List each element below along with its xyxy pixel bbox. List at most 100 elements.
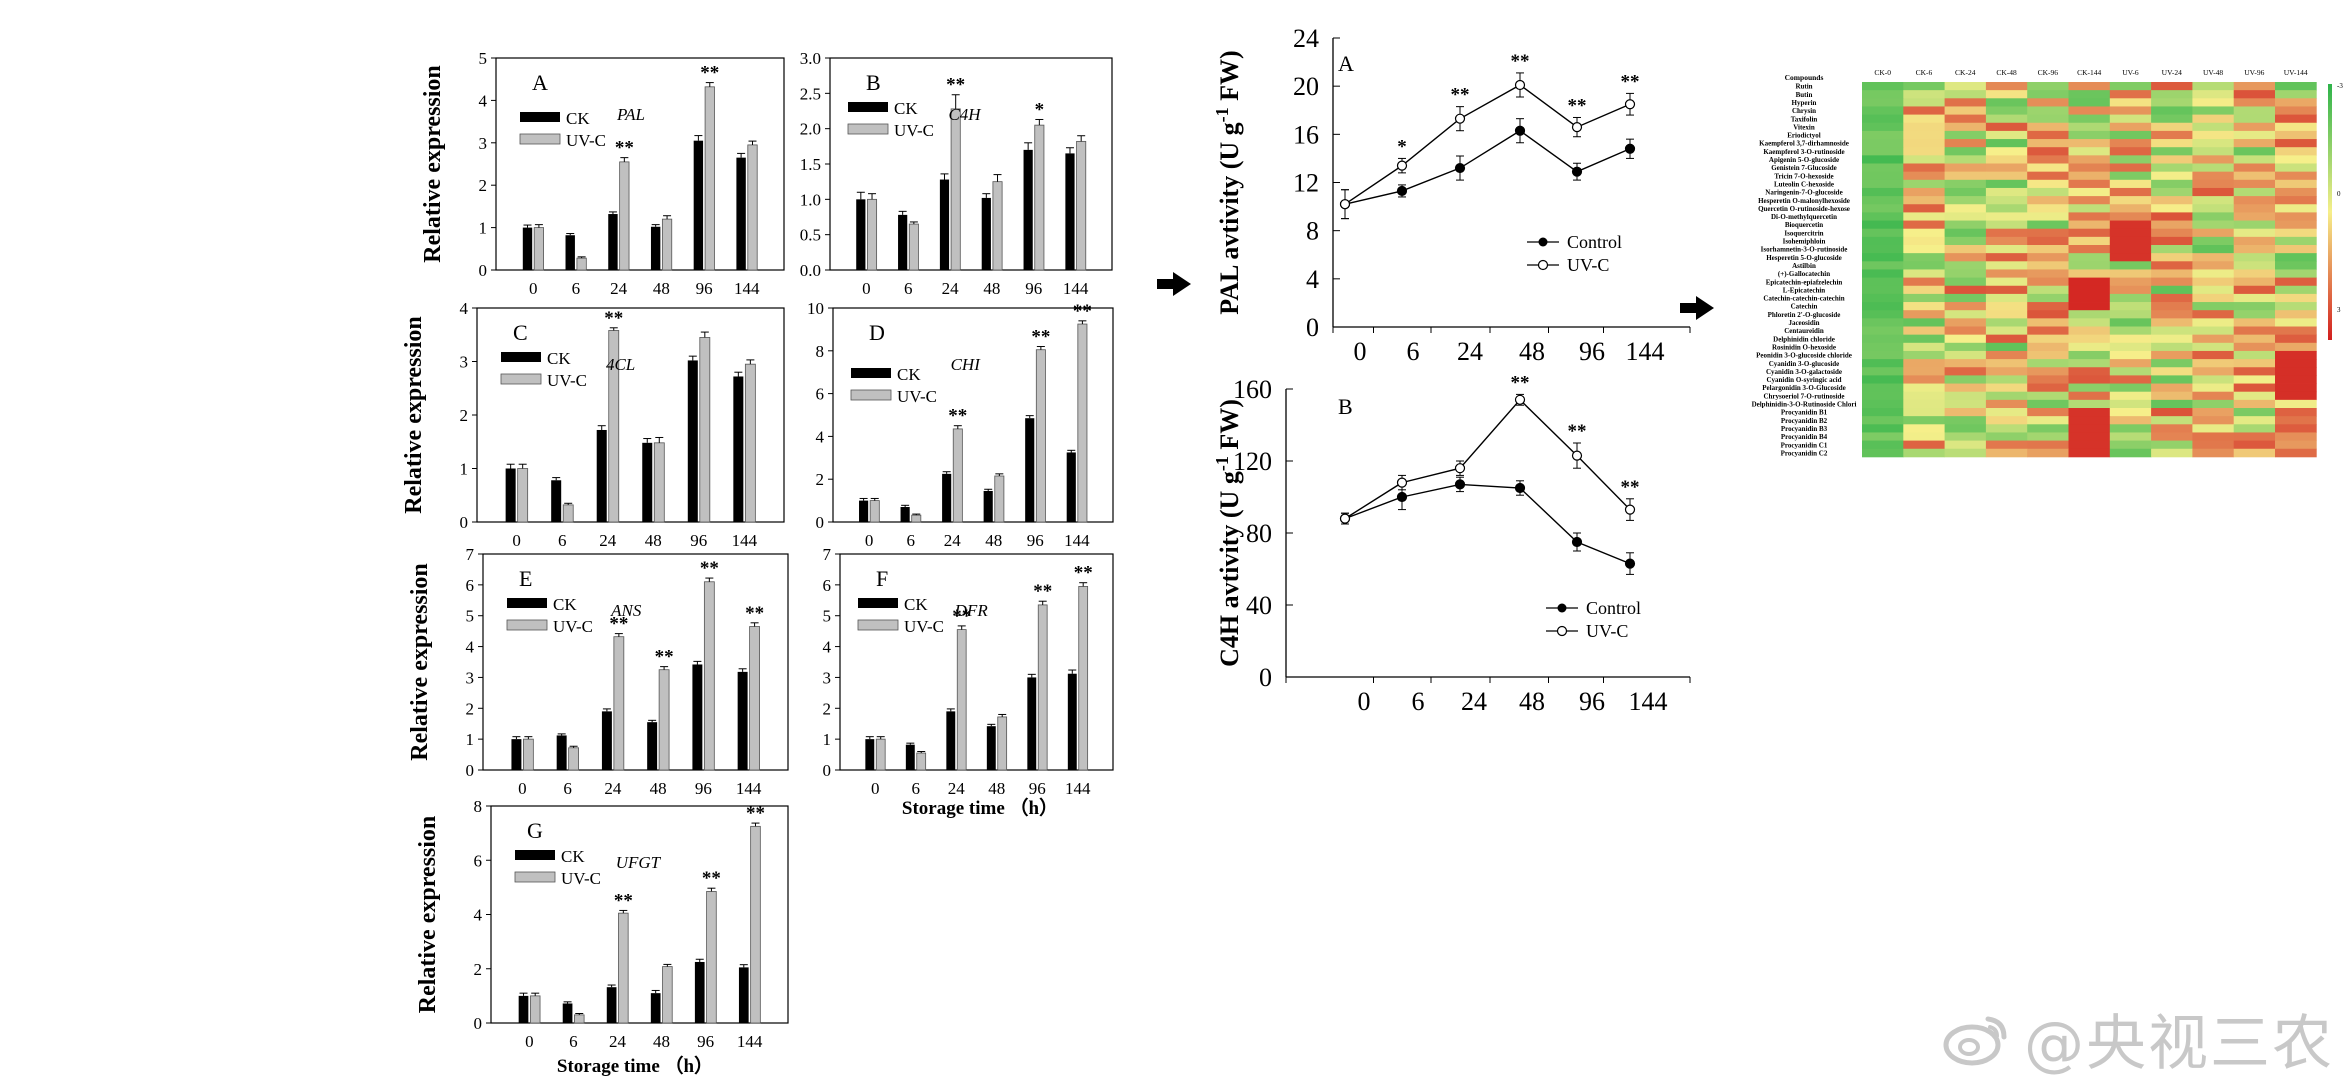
x-tick-label: 48 xyxy=(653,279,670,298)
heatmap-row-label: Butin xyxy=(1796,91,1813,99)
heatmap-cell xyxy=(2192,187,2235,197)
heatmap-cell xyxy=(2068,375,2111,384)
heatmap-cell xyxy=(2151,220,2193,230)
bar-uvc xyxy=(662,966,673,1024)
data-point-control xyxy=(1396,491,1408,503)
bar-uvc xyxy=(747,144,758,271)
heatmap-row-label: Pelargonidin 3-O-Glucoside xyxy=(1762,384,1845,392)
heatmap-cell xyxy=(1985,155,2028,164)
heatmap-cell xyxy=(2192,261,2235,270)
heatmap-row-label: Isorhamnetin-3-O-rutinoside xyxy=(1761,246,1848,254)
heatmap-cell xyxy=(1903,391,1945,401)
heatmap-cell xyxy=(1944,448,1987,458)
heatmap-cell xyxy=(2233,90,2276,99)
heatmap-cell xyxy=(2109,416,2152,425)
heatmap-cell xyxy=(2027,285,2069,295)
heatmap-cell xyxy=(1985,261,2028,270)
heatmap-cell xyxy=(1862,424,1904,433)
heatmap-cell xyxy=(2151,277,2193,287)
heatmap-cell xyxy=(1985,179,2028,189)
heatmap-cell xyxy=(1903,416,1945,425)
legend-label-uvc: UV-C xyxy=(897,387,937,406)
heatmap-cell xyxy=(1944,334,1987,344)
data-point-control xyxy=(1624,143,1636,154)
significance-mark: ** xyxy=(700,63,719,84)
heatmap-cell xyxy=(2109,269,2152,278)
y-tick-label: 4 xyxy=(1306,265,1319,294)
heatmap-cell xyxy=(2027,236,2069,246)
heatmap-cell xyxy=(2109,114,2152,124)
x-tick-label: 24 xyxy=(1461,687,1487,716)
bar-ck xyxy=(856,199,866,270)
heatmap-cell xyxy=(1862,391,1904,401)
bar-ck xyxy=(606,987,617,1023)
x-tick-label: 6 xyxy=(563,779,572,798)
heatmap-cell xyxy=(2068,432,2111,441)
y-axis-label: Relative expression xyxy=(420,65,446,263)
bar-ck xyxy=(522,227,533,270)
heatmap-row-label: Epicatechin-epiafzelechin xyxy=(1766,278,1843,286)
heatmap-cell xyxy=(1944,147,1987,156)
heatmap-cell xyxy=(2027,228,2069,238)
heatmap-cell xyxy=(1903,139,1945,148)
x-tick-label: 0 xyxy=(518,779,527,798)
right-arrow-icon xyxy=(1157,272,1191,296)
legend-label-ck: CK xyxy=(566,109,590,128)
heatmap-cell xyxy=(2192,122,2235,132)
x-tick-label: 0 xyxy=(1354,337,1367,366)
heatmap-row-label: Jaceosidin xyxy=(1788,319,1819,327)
heatmap-cell xyxy=(2109,432,2152,441)
heatmap-cell xyxy=(2109,236,2152,246)
heatmap-cell xyxy=(1944,179,1987,189)
x-tick-label: 96 xyxy=(696,279,713,298)
heatmap-cell xyxy=(2027,375,2069,384)
x-tick-label: 144 xyxy=(734,279,760,298)
heatmap-cell xyxy=(2151,196,2193,205)
significance-mark: ** xyxy=(745,603,764,624)
heatmap-cell xyxy=(1944,204,1987,213)
heatmap-row-label: Delphinidin chloride xyxy=(1773,335,1835,343)
heatmap-row-label: Procyanidin B4 xyxy=(1781,433,1828,441)
heatmap-cell xyxy=(1903,82,1945,91)
heatmap-cell xyxy=(2027,261,2069,270)
heatmap-cell xyxy=(2109,285,2152,295)
x-tick-label: 0 xyxy=(512,531,521,550)
heatmap-cell xyxy=(2275,440,2317,450)
heatmap-cell xyxy=(2275,367,2317,376)
heatmap-row-label: Hesperetin 5-O-glucoside xyxy=(1766,254,1842,262)
significance-mark: ** xyxy=(746,803,765,824)
heatmap-cell xyxy=(2109,130,2152,140)
x-tick-label: 144 xyxy=(736,779,762,798)
heatmap-cell xyxy=(1862,367,1904,376)
heatmap-cell xyxy=(2192,318,2235,327)
y-tick-label: 0 xyxy=(479,261,488,280)
legend-label-uvc: UV-C xyxy=(561,869,601,888)
y-tick-label: 4 xyxy=(474,906,483,925)
heatmap-cell xyxy=(2233,122,2276,132)
heatmap-cell xyxy=(2027,106,2069,115)
heatmap-cell xyxy=(2151,236,2193,246)
heatmap-row-label: Bioquercetin xyxy=(1785,221,1823,229)
heatmap-cell xyxy=(2027,302,2069,311)
heatmap-cell xyxy=(2275,228,2317,238)
heatmap-cell xyxy=(1862,122,1904,132)
data-point-control xyxy=(1571,166,1583,177)
significance-mark: ** xyxy=(1568,421,1587,442)
bar-ck xyxy=(942,473,952,522)
heatmap-cell xyxy=(2151,424,2193,433)
heatmap-cell xyxy=(2151,448,2193,458)
heatmap-row-label: Genistein 7-Glucoside xyxy=(1771,164,1837,172)
heatmap-cell xyxy=(2027,204,2069,213)
legend-label-control: Control xyxy=(1586,598,1641,618)
heatmap-cell xyxy=(2275,204,2317,213)
heatmap-cell xyxy=(2192,326,2235,336)
legend-swatch-ck xyxy=(515,850,555,860)
heatmap-cell xyxy=(2109,448,2152,458)
bar-ck xyxy=(865,739,875,770)
heatmap-cell xyxy=(2068,228,2111,238)
bar-ck xyxy=(738,967,749,1023)
heatmap-cell xyxy=(2068,139,2111,148)
heatmap-cell xyxy=(2151,204,2193,213)
heatmap-cell xyxy=(2275,359,2317,368)
